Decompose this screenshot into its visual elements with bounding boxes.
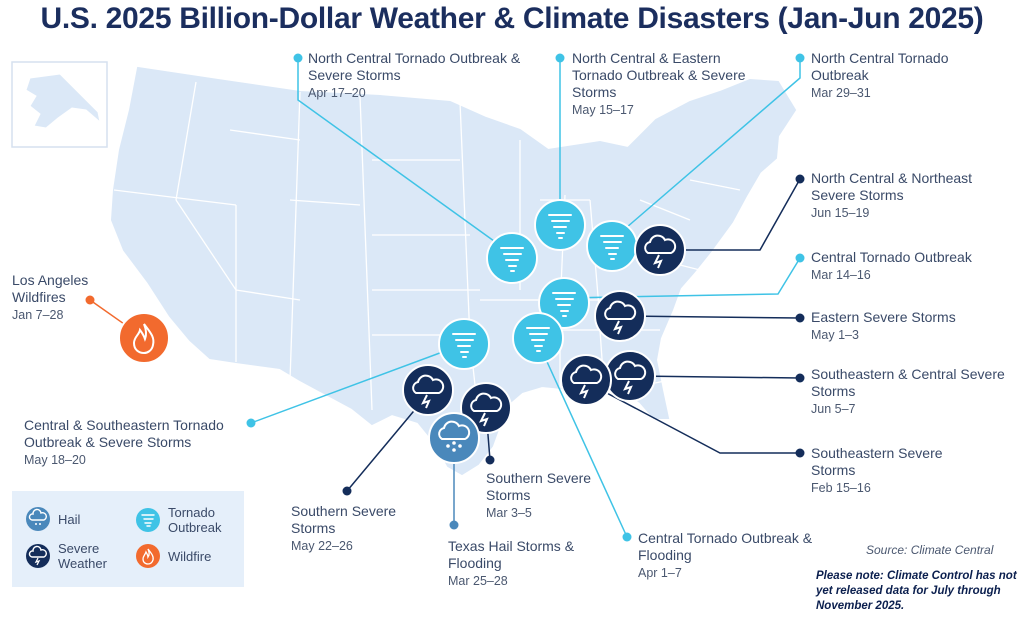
event-label-southern-severe-mar: Southern Severe Storms Mar 3–5: [486, 470, 606, 522]
tornado-icon: [534, 199, 586, 251]
tornado-icon: [538, 277, 590, 329]
event-label-nc-tornado: North Central Tornado Outbreak Mar 29–31: [811, 50, 991, 102]
event-name: Southeastern Severe Storms: [811, 445, 943, 478]
event-name: Eastern Severe Storms: [811, 309, 956, 325]
event-name: Central Tornado Outbreak: [811, 249, 972, 265]
event-date: May 1–3: [811, 328, 859, 342]
legend-label: Severe Weather: [58, 541, 107, 571]
storm-icon: [604, 350, 656, 402]
event-date: May 18–20: [24, 453, 86, 467]
legend-label: Tornado Outbreak: [168, 505, 222, 535]
event-date: Mar 3–5: [486, 506, 532, 520]
event-label-nc-ne-severe: North Central & Northeast Severe Storms …: [811, 170, 1016, 222]
leader-line: [585, 381, 800, 454]
storm-icon: [460, 382, 512, 434]
tornado-icon: [438, 318, 490, 370]
event-date: Apr 1–7: [638, 566, 682, 580]
event-label-texas-hail: Texas Hail Storms & Flooding Mar 25–28: [448, 538, 598, 590]
event-date: Feb 15–16: [811, 481, 871, 495]
event-label-central-se-tornado: Central & Southeastern Tornado Outbreak …: [24, 417, 250, 469]
hail-icon: [428, 412, 480, 464]
leader-line: [611, 58, 801, 241]
storm-icon: [26, 544, 50, 568]
event-date: Mar 14–16: [811, 268, 871, 282]
event-name: North Central Tornado Outbreak & Severe …: [308, 50, 521, 83]
tornado-icon: [586, 220, 638, 272]
event-label-southern-severe-may: Southern Severe Storms May 22–26: [291, 503, 411, 555]
leader-dots: [85, 53, 805, 542]
event-date: May 15–17: [572, 103, 634, 117]
event-label-nc-tornado-severe: North Central Tornado Outbreak & Severe …: [308, 50, 538, 102]
event-label-nc-eastern-tornado: North Central & Eastern Tornado Outbreak…: [572, 50, 772, 119]
event-label-se-severe: Southeastern Severe Storms Feb 15–16: [811, 445, 951, 497]
leader-line: [619, 315, 801, 319]
hail-icon: [26, 507, 50, 531]
legend-label: Hail: [58, 511, 81, 527]
event-name: Texas Hail Storms & Flooding: [448, 538, 575, 571]
event-name: Central & Southeastern Tornado Outbreak …: [24, 417, 224, 450]
legend-item-severe: Severe Weather: [26, 541, 126, 571]
legend-item-hail: Hail: [26, 507, 80, 531]
event-date: Mar 29–31: [811, 86, 871, 100]
tornado-icon: [486, 232, 538, 284]
event-name: Central Tornado Outbreak & Flooding: [638, 530, 813, 563]
event-label-central-tornado-flooding: Central Tornado Outbreak & Flooding Apr …: [638, 530, 838, 582]
event-date: Apr 17–20: [308, 86, 366, 100]
wildfire-icon: [136, 544, 160, 568]
event-date: Jun 15–19: [811, 206, 870, 220]
tornado-icon: [512, 312, 564, 364]
event-name: North Central & Northeast Severe Storms: [811, 170, 973, 203]
event-name: Southern Severe Storms: [486, 470, 592, 503]
event-label-central-tornado: Central Tornado Outbreak Mar 14–16: [811, 249, 1016, 284]
leader-line: [297, 58, 513, 255]
event-name: Los Angeles Wildfires: [12, 272, 89, 305]
event-label-la-wildfires: Los Angeles Wildfires Jan 7–28: [12, 272, 102, 324]
storm-icon: [560, 354, 612, 406]
page-title: U.S. 2025 Billion-Dollar Weather & Clima…: [40, 2, 984, 35]
legend: Hail Tornado Outbreak Severe Weather Wil…: [12, 491, 244, 587]
source-text: Source: Climate Central: [866, 543, 994, 557]
leader-line: [250, 343, 465, 424]
storm-icon: [594, 290, 646, 342]
event-label-se-central-severe: Southeastern & Central Severe Storms Jun…: [811, 366, 1016, 418]
leader-line: [660, 178, 801, 251]
storm-icon: [402, 364, 454, 416]
event-date: Jun 5–7: [811, 402, 856, 416]
event-date: Jan 7–28: [12, 308, 64, 322]
leader-line: [629, 375, 801, 379]
event-date: May 22–26: [291, 539, 353, 553]
alaska-inset: [11, 61, 108, 148]
legend-item-tornado: Tornado Outbreak: [136, 505, 236, 535]
event-name: North Central & Eastern Tornado Outbreak…: [572, 50, 746, 100]
storm-icon: [634, 224, 686, 276]
data-note: Please note: Climate Control has not yet…: [816, 570, 1017, 612]
tornado-icon: [136, 508, 160, 532]
event-date: Mar 25–28: [448, 574, 508, 588]
event-label-eastern-severe: Eastern Severe Storms May 1–3: [811, 309, 1016, 344]
event-name: Southeastern & Central Severe Storms: [811, 366, 1005, 399]
leader-line: [537, 341, 628, 538]
wildfire-icon: [118, 312, 170, 364]
legend-label: Wildfire: [168, 548, 212, 564]
legend-item-wildfire: Wildfire: [136, 544, 211, 568]
event-name: North Central Tornado Outbreak: [811, 50, 949, 83]
event-name: Southern Severe Storms: [291, 503, 397, 536]
